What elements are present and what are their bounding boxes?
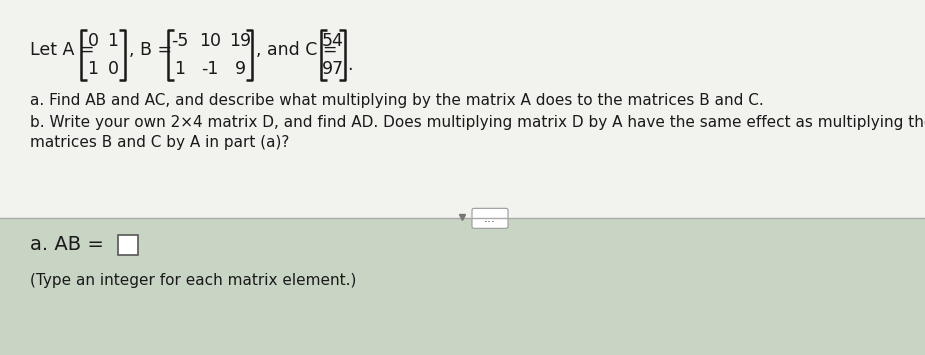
Text: 0: 0 — [88, 32, 98, 50]
FancyBboxPatch shape — [472, 208, 508, 228]
Text: ...: ... — [484, 212, 496, 225]
Text: .: . — [347, 56, 352, 74]
Text: 1: 1 — [88, 60, 98, 78]
Text: 97: 97 — [322, 60, 344, 78]
FancyBboxPatch shape — [118, 235, 138, 255]
Text: a. AB =: a. AB = — [30, 235, 104, 255]
Text: , and C =: , and C = — [256, 41, 338, 59]
Text: 9: 9 — [234, 60, 245, 78]
Text: 54: 54 — [322, 32, 344, 50]
Text: a. Find AB and AC, and describe what multiplying by the matrix A does to the mat: a. Find AB and AC, and describe what mul… — [30, 93, 764, 108]
Text: -5: -5 — [171, 32, 189, 50]
Text: matrices B and C by A in part (a)?: matrices B and C by A in part (a)? — [30, 136, 290, 151]
Text: (Type an integer for each matrix element.): (Type an integer for each matrix element… — [30, 273, 356, 288]
Text: , B =: , B = — [129, 41, 172, 59]
Text: 19: 19 — [229, 32, 251, 50]
Text: 10: 10 — [199, 32, 221, 50]
Text: b. Write your own 2×4 matrix D, and find AD. Does multiplying matrix D by A have: b. Write your own 2×4 matrix D, and find… — [30, 115, 925, 130]
Text: Let A =: Let A = — [30, 41, 94, 59]
Text: 1: 1 — [175, 60, 186, 78]
Bar — [620, 0, 925, 45]
Bar — [0, 0, 925, 218]
Text: -1: -1 — [202, 60, 218, 78]
Text: 0: 0 — [107, 60, 118, 78]
Bar — [0, 218, 925, 355]
Text: 1: 1 — [107, 32, 118, 50]
